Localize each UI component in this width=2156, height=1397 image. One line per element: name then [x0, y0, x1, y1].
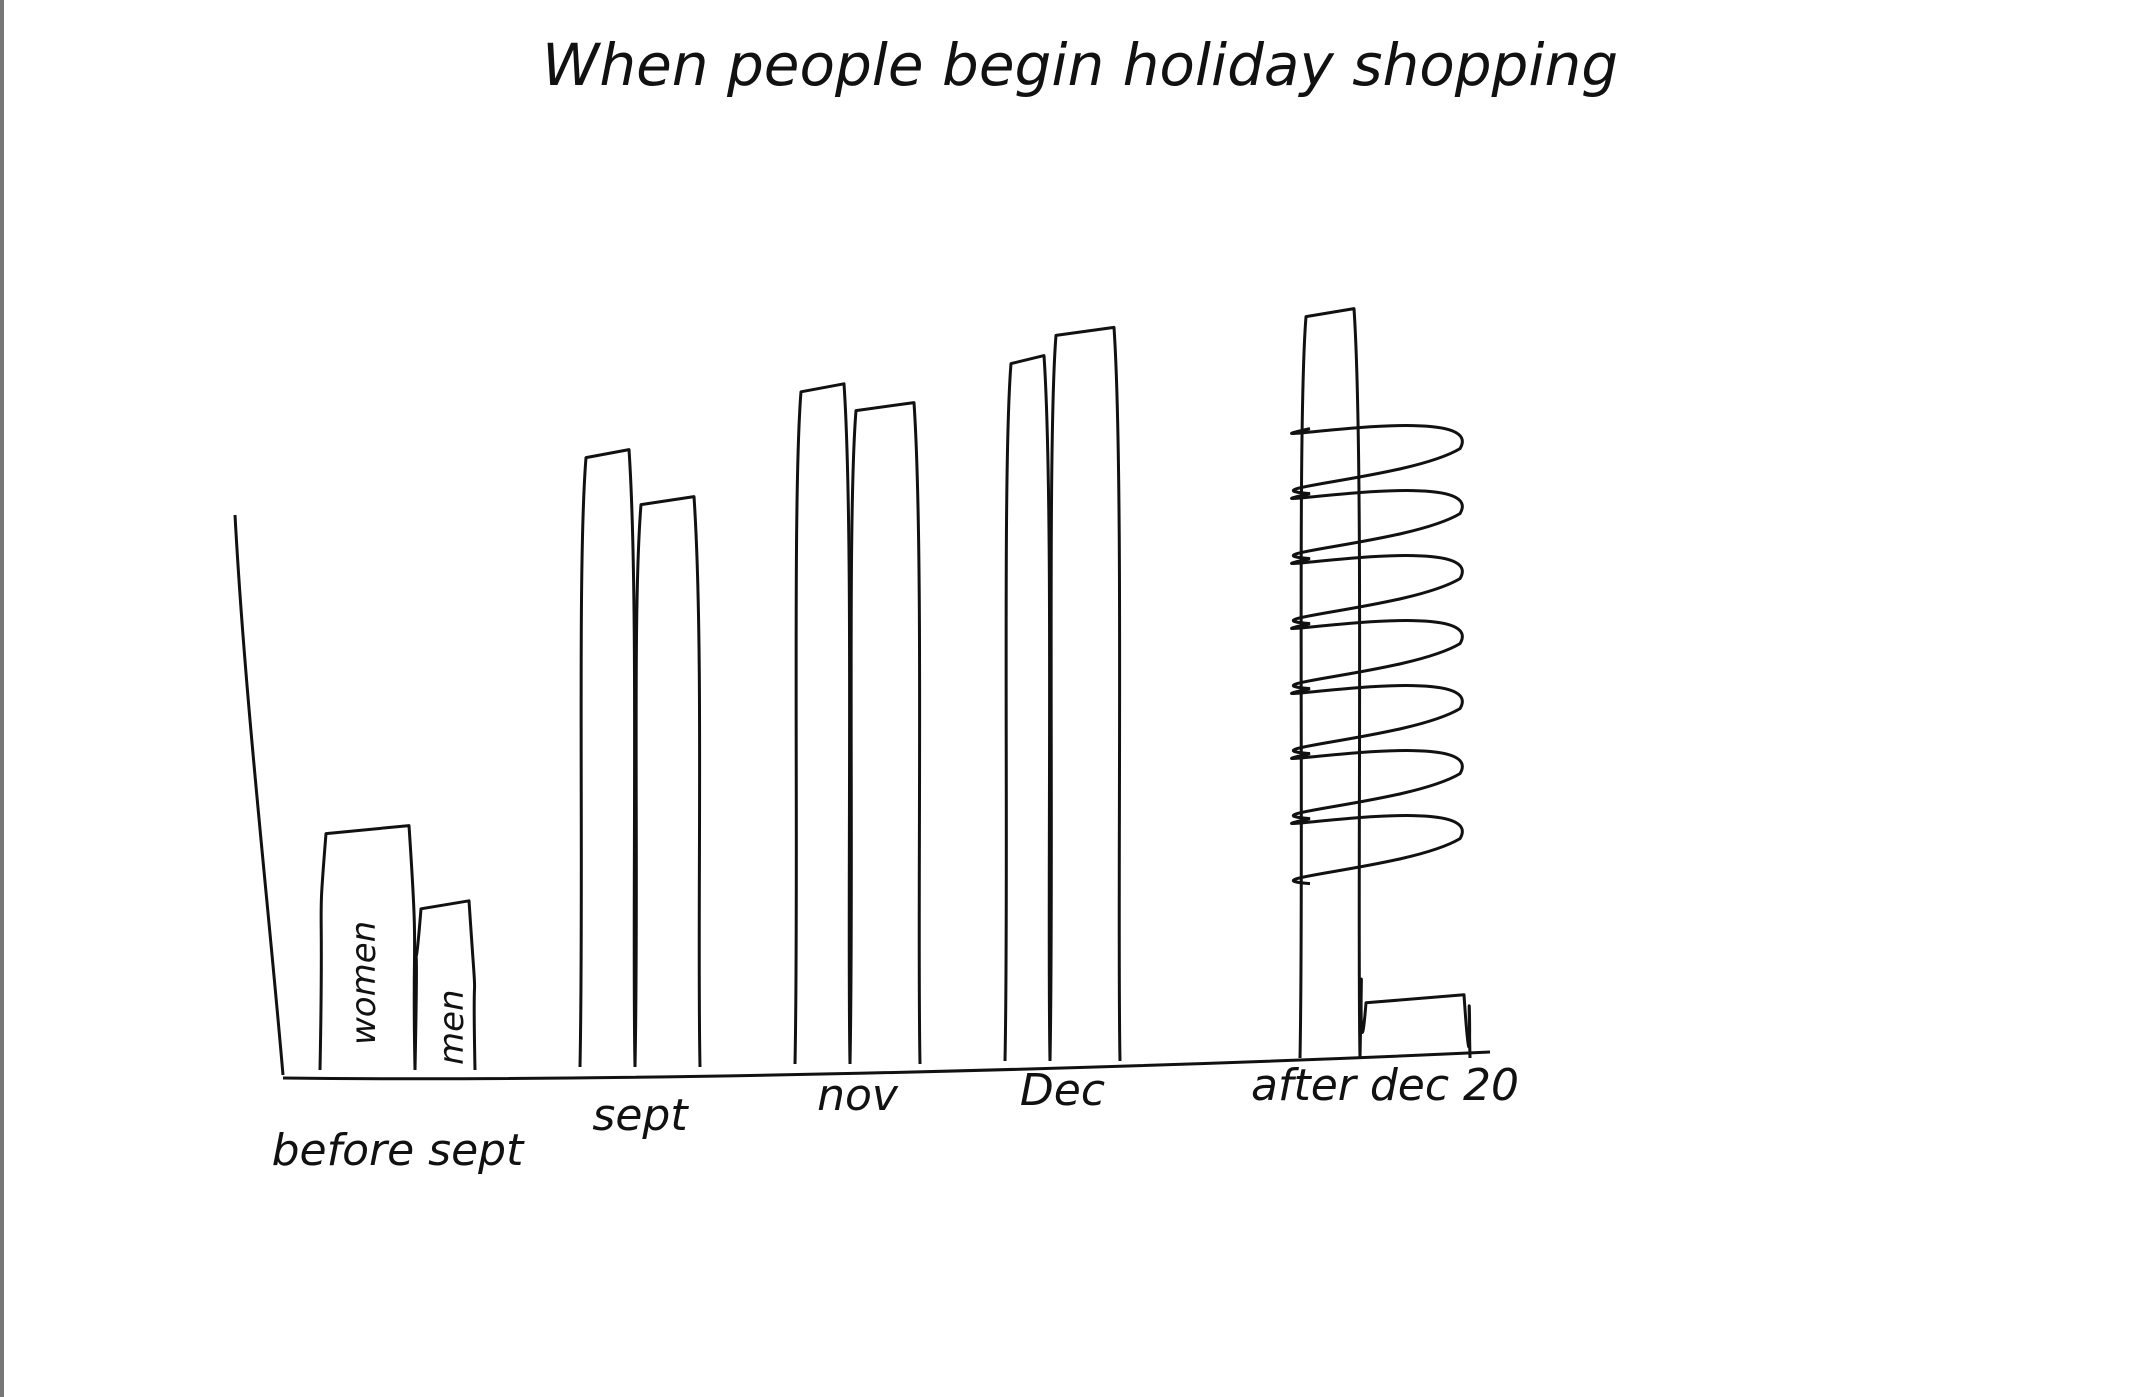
bar-women-1 [578, 448, 637, 1068]
x-axis [282, 1050, 1491, 1081]
y-axis [233, 514, 285, 1076]
bars-group [318, 307, 1472, 1071]
bar-men-3 [1048, 325, 1122, 1062]
bar-men-0 [413, 899, 477, 1071]
bar-men-1 [633, 495, 702, 1068]
tick-label-4: after dec 20 [1251, 1060, 1519, 1111]
series-label-men: men [432, 989, 472, 1065]
bar-women-0 [318, 824, 417, 1071]
tick-label-0: before sept [272, 1125, 525, 1176]
bar-women-3 [1003, 354, 1052, 1062]
scan-edge [0, 0, 4, 1397]
scribble-shading [1290, 424, 1464, 886]
tick-label-3: Dec [1020, 1065, 1105, 1116]
tick-label-1: sept [592, 1090, 689, 1141]
bar-women-4 [1298, 307, 1362, 1059]
bar-men-2 [848, 401, 922, 1065]
bar-women-2 [793, 382, 852, 1065]
chart-title: When people begin holiday shopping [542, 31, 1618, 99]
bar-men-4 [1358, 977, 1472, 1059]
tick-label-2: nov [817, 1070, 899, 1121]
tick-labels-group: before sept sept nov Dec after dec 20 [272, 1060, 1519, 1176]
series-label-women: women [344, 921, 384, 1045]
